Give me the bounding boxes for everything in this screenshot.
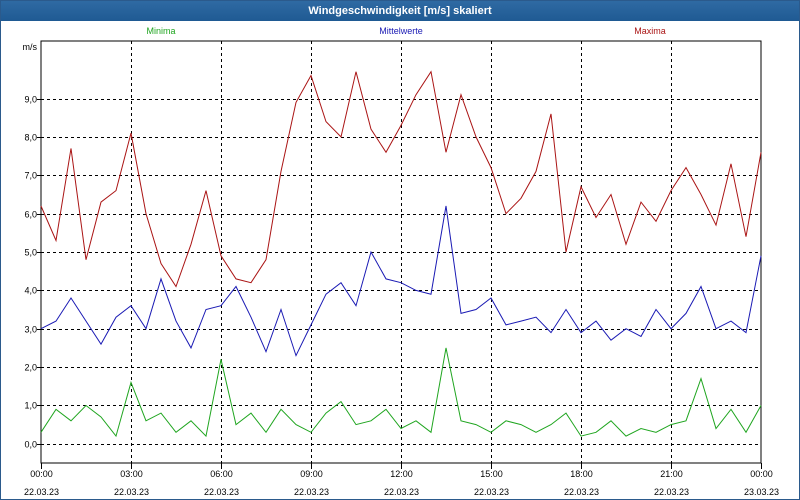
- y-axis-label: m/s: [23, 42, 38, 52]
- y-tick-label: 5,0: [24, 248, 37, 258]
- y-tick-label: 4,0: [24, 286, 37, 296]
- x-tick-label-date: 22.03.23: [114, 487, 149, 497]
- x-tick-label-date: 22.03.23: [24, 487, 59, 497]
- x-tick-label-time: 15:00: [480, 469, 503, 479]
- y-tick-label: 6,0: [24, 210, 37, 220]
- legend-label-minima: Minima: [146, 26, 175, 36]
- y-tick-label: 7,0: [24, 171, 37, 181]
- y-tick-label: 8,0: [24, 133, 37, 143]
- x-tick-label-date: 23.03.23: [744, 487, 779, 497]
- x-tick-label-time: 18:00: [570, 469, 593, 479]
- series-line-minima: [40, 347, 762, 438]
- x-tick-label-time: 00:00: [30, 469, 53, 479]
- y-tick-label: 3,0: [24, 325, 37, 335]
- wind-speed-chart: 0,0 1,0 2,0 3,0 4,0 5,0 6,0 7,0 8,0 9,0 m/s 00:00 22…: [23, 26, 780, 497]
- x-tick-label-date: 22.03.23: [474, 487, 509, 497]
- y-tick-label: 9,0: [24, 95, 37, 105]
- x-tick-label-date: 22.03.23: [384, 487, 419, 497]
- legend-label-mittelwerte: Mittelwerte: [379, 26, 423, 36]
- window-title: Windgeschwindigkeit [m/s] skaliert: [1, 1, 799, 21]
- y-tick-label: 1,0: [24, 401, 37, 411]
- x-tick-label-time: 21:00: [660, 469, 683, 479]
- x-tick-label-date: 22.03.23: [564, 487, 599, 497]
- legend-label-maxima: Maxima: [634, 26, 666, 36]
- x-tick-label-time: 12:00: [390, 469, 413, 479]
- y-tick-label: 0,0: [24, 440, 37, 450]
- x-tick-label-time: 00:00: [750, 469, 773, 479]
- x-tick-label-time: 06:00: [210, 469, 233, 479]
- series-line-mittelwerte: [40, 205, 762, 357]
- x-tick-label-time: 03:00: [120, 469, 143, 479]
- x-tick-label-date: 22.03.23: [294, 487, 329, 497]
- x-tick-label-date: 22.03.23: [204, 487, 239, 497]
- x-tick-label-date: 22.03.23: [654, 487, 689, 497]
- x-tick-label-time: 09:00: [300, 469, 323, 479]
- series-line-maxima: [40, 70, 762, 288]
- y-tick-label: 2,0: [24, 363, 37, 373]
